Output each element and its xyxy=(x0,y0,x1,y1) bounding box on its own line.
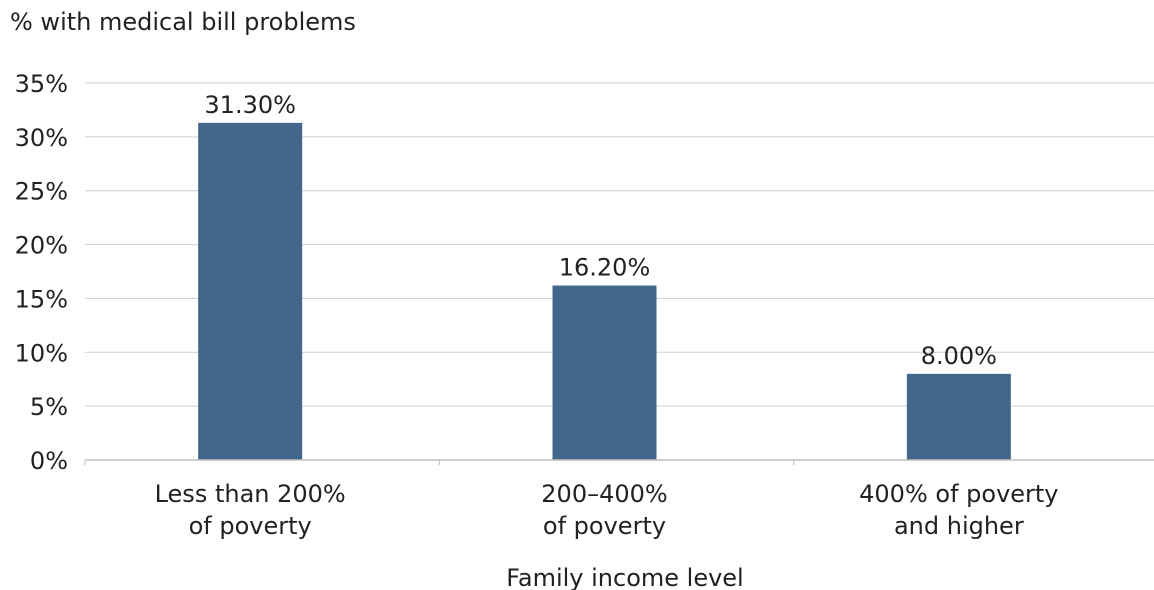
y-tick-label: 5% xyxy=(30,393,68,421)
x-category-label: 400% of poverty xyxy=(859,480,1058,508)
y-tick-label: 35% xyxy=(15,70,68,98)
data-label: 16.20% xyxy=(559,254,651,282)
data-label: 31.30% xyxy=(204,91,296,119)
x-category-label: of poverty xyxy=(189,512,312,540)
y-tick-label: 20% xyxy=(15,232,68,260)
x-category-label: and higher xyxy=(894,512,1024,540)
y-tick-label: 25% xyxy=(15,178,68,206)
y-axis-ticks: 0% 5% 10% 15% 20% 25% 30% 35% xyxy=(15,70,795,475)
bars xyxy=(198,122,1011,461)
x-axis-categories: Less than 200% of poverty 200–400% of pover… xyxy=(155,480,1059,540)
x-category-label: 200–400% xyxy=(541,480,667,508)
y-tick-label: 10% xyxy=(15,339,68,367)
bar xyxy=(552,285,657,460)
x-category-label: of poverty xyxy=(543,512,666,540)
bar xyxy=(906,373,1011,460)
y-tick-label: 0% xyxy=(30,447,68,475)
data-label: 8.00% xyxy=(921,342,997,370)
x-category-label: Less than 200% xyxy=(155,480,346,508)
y-axis-title: % with medical bill problems xyxy=(10,8,356,36)
data-labels: 31.30% 16.20% 8.00% xyxy=(204,91,997,370)
y-tick-label: 30% xyxy=(15,124,68,152)
bar xyxy=(198,122,303,461)
x-axis-title: Family income level xyxy=(506,564,743,590)
y-tick-label: 15% xyxy=(15,285,68,313)
